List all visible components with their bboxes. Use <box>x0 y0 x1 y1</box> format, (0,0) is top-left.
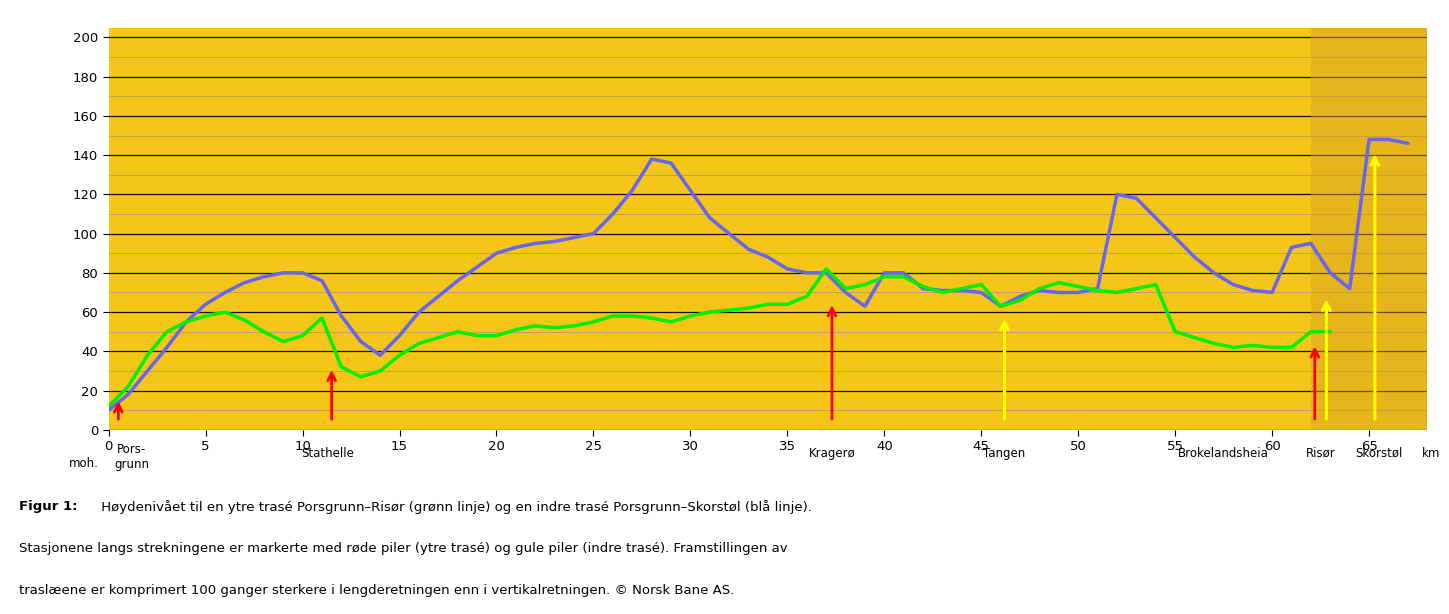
Text: traslæene er komprimert 100 ganger sterkere i lengderetningen enn i vertikalretn: traslæene er komprimert 100 ganger sterk… <box>19 584 735 597</box>
Bar <box>1311 18 1427 430</box>
Text: moh.: moh. <box>70 457 99 470</box>
Text: Skorstøl: Skorstøl <box>1355 447 1403 460</box>
Text: Pors-
grunn: Pors- grunn <box>114 443 149 472</box>
Text: Tangen: Tangen <box>984 447 1026 460</box>
Text: Risør: Risør <box>1306 447 1336 460</box>
Text: Høydenivået til en ytre trasé Porsgrunn–Risør (grønn linje) og en indre trasé Po: Høydenivået til en ytre trasé Porsgrunn–… <box>97 500 811 515</box>
Text: Kragerø: Kragerø <box>809 447 855 460</box>
Text: Figur 1:: Figur 1: <box>19 500 77 513</box>
Text: Brokelandsheia: Brokelandsheia <box>1178 447 1269 460</box>
Text: Stasjonene langs strekningene er markerte med røde piler (ytre trasé) og gule pi: Stasjonene langs strekningene er markert… <box>19 542 787 555</box>
Text: km: km <box>1421 447 1440 460</box>
Text: Stathelle: Stathelle <box>301 447 354 460</box>
